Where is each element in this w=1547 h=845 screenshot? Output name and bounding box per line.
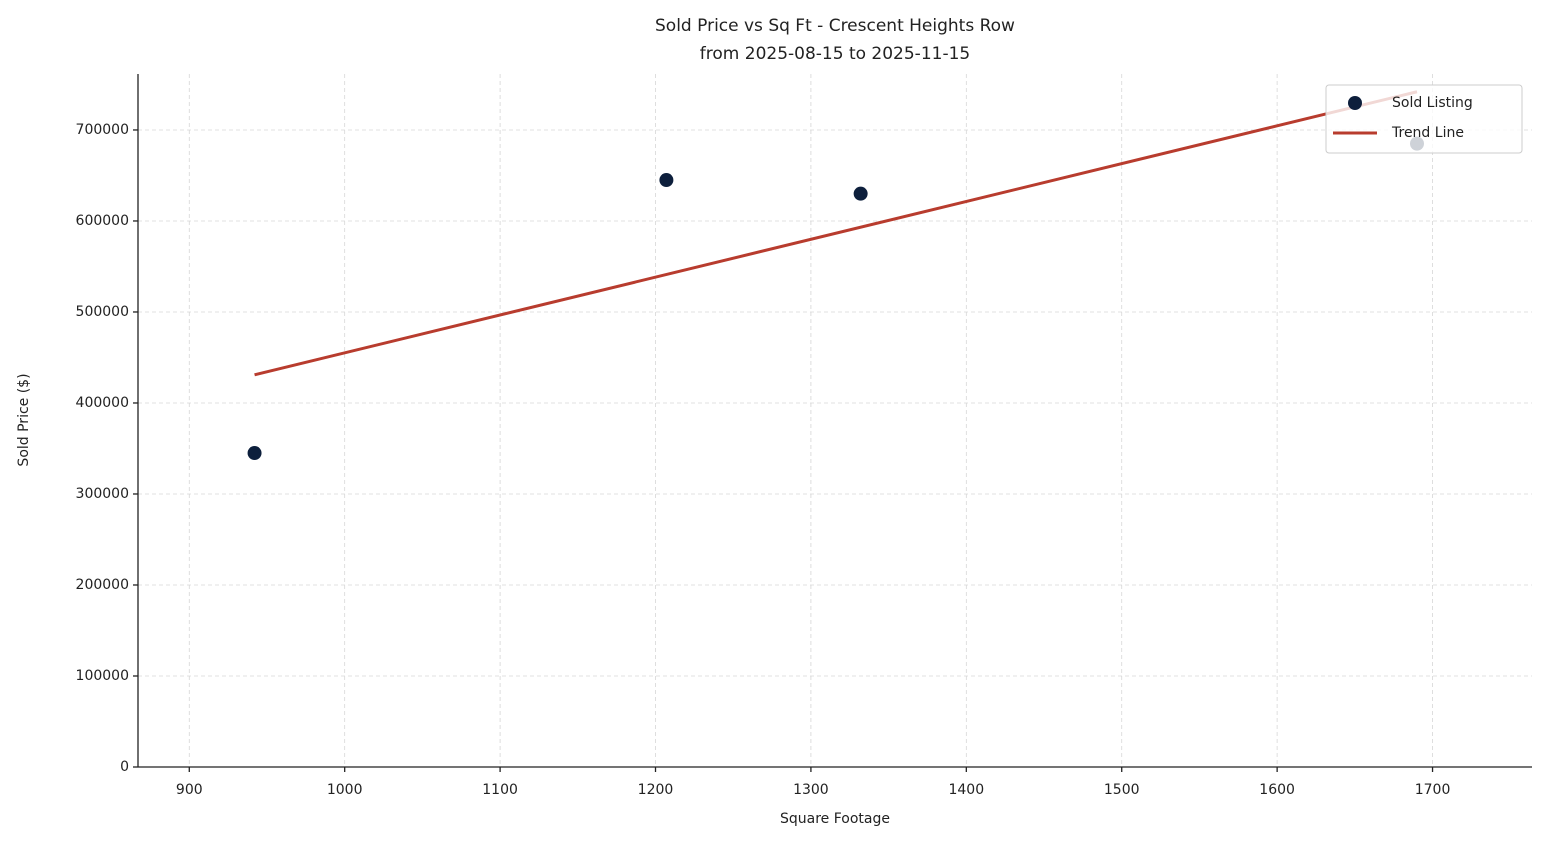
trend-line [254,90,1418,377]
data-point [247,446,262,461]
x-tick-label: 900 [176,782,203,798]
y-axis-label: Sold Price ($) [16,373,32,466]
legend-label: Trend Line [1391,125,1464,141]
legend-box [1325,84,1523,154]
y-tick-label: 600000 [76,213,129,229]
chart-title: Sold Price vs Sq Ft - Crescent Heights R… [655,16,1015,36]
x-tick-label: 1700 [1415,782,1451,798]
legend-label: Sold Listing [1392,95,1473,111]
x-axis-label: Square Footage [780,811,890,827]
x-tick-label: 1600 [1259,782,1295,798]
x-tick-label: 1300 [793,782,829,798]
y-tick-label: 300000 [76,486,129,502]
legend: Sold Listing Trend Line [1325,84,1523,154]
y-tick-label: 100000 [76,668,129,684]
x-tick-label: 1000 [327,782,363,798]
y-tick-label: 200000 [76,577,129,593]
x-tick-label: 1500 [1104,782,1140,798]
x-tick-label: 1400 [948,782,984,798]
y-tick-label: 0 [120,759,129,775]
x-tick-label: 1100 [482,782,518,798]
x-tick-label: 1200 [638,782,674,798]
y-tick-label: 400000 [76,395,129,411]
data-point [659,173,674,188]
legend-marker [1348,96,1362,110]
data-point [853,186,868,201]
y-tick-label: 700000 [76,122,129,138]
y-tick-label: 500000 [76,304,129,320]
chart-subtitle: from 2025-08-15 to 2025-11-15 [700,44,970,64]
